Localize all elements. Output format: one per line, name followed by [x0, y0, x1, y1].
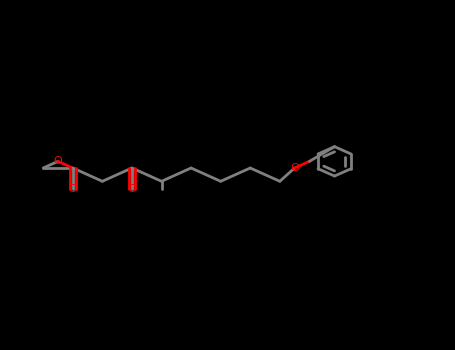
Text: O: O	[68, 184, 77, 194]
Text: O: O	[54, 156, 62, 166]
Text: O: O	[290, 163, 299, 173]
Text: O: O	[127, 184, 136, 194]
